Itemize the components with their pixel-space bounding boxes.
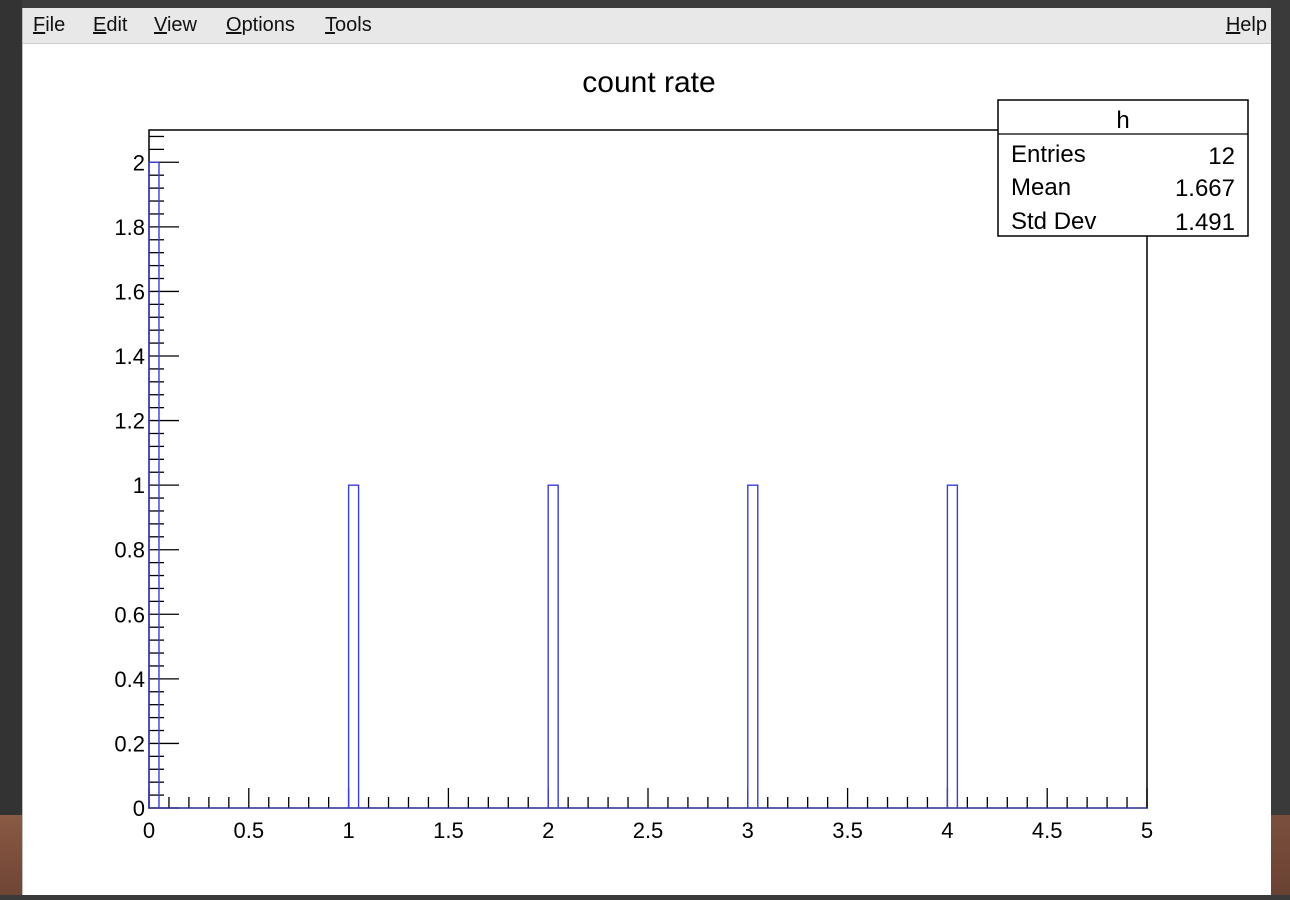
x-tick-label: 3.5 — [832, 818, 863, 843]
histogram-bin — [148, 161, 160, 808]
chart-title: count rate — [582, 66, 715, 99]
menu-tools[interactable]: Tools — [325, 14, 372, 36]
menu-help[interactable]: Help — [1225, 14, 1267, 36]
stats-value-stddev: 1.491 — [1175, 209, 1235, 236]
x-tick-label: 0 — [143, 818, 155, 843]
x-tick-label: 0.5 — [234, 818, 265, 843]
y-tick-label: 2 — [133, 150, 145, 175]
histogram-bin — [347, 484, 360, 808]
menu-bar: File Edit View Options Tools Help — [23, 8, 1271, 44]
x-tick-label: 1 — [342, 818, 354, 843]
y-tick-label: 1 — [133, 473, 145, 498]
plot-axes: 0 0.2 0.4 0.6 0.8 1 1.2 1.4 1.6 1.8 2 0 0.5 1 1.5 2 2.5 3… — [114, 129, 1153, 843]
y-tick-label: 0.2 — [114, 731, 145, 756]
menu-edit[interactable]: Edit — [93, 14, 128, 36]
x-tick-label: 4.5 — [1032, 818, 1063, 843]
menu-options[interactable]: Options — [226, 14, 295, 36]
stats-value-entries: 12 — [1208, 143, 1235, 170]
histogram-bin — [747, 484, 759, 808]
stats-box-name: h — [1116, 107, 1129, 134]
x-tick-label: 2.5 — [633, 818, 664, 843]
stats-box-frame — [997, 99, 1249, 237]
y-tick-label: 0.8 — [114, 538, 145, 563]
root-canvas-window: File Edit View Options Tools Help count … — [22, 8, 1271, 895]
plot-canvas[interactable]: count rate 0 0.2 0.4 0.6 0.8 1 1.2 1.4 1.6 1.8 2 0 0… — [23, 44, 1271, 895]
y-tick-label: 1.6 — [114, 279, 145, 304]
menu-file[interactable]: File — [33, 14, 66, 36]
stats-box[interactable]: h Entries 12 Mean 1.667 Std Dev 1.491 — [997, 99, 1249, 237]
y-tick-label: 1.2 — [114, 409, 145, 434]
histogram-bin — [946, 484, 959, 808]
stats-label-mean: Mean — [1011, 174, 1071, 201]
x-tick-label: 2 — [542, 818, 554, 843]
histogram-bin — [547, 484, 559, 808]
x-tick-label: 4 — [941, 818, 953, 843]
desktop-left-strip — [0, 0, 22, 895]
stats-label-stddev: Std Dev — [1011, 208, 1096, 235]
stats-label-entries: Entries — [1011, 141, 1086, 168]
x-tick-label: 3 — [742, 818, 754, 843]
y-tick-label: 0.6 — [114, 602, 145, 627]
menu-view[interactable]: View — [154, 14, 197, 36]
y-tick-label: 1.4 — [114, 344, 145, 369]
stats-value-mean: 1.667 — [1175, 175, 1235, 202]
y-tick-label: 1.8 — [114, 215, 145, 240]
desktop-right-strip — [1268, 0, 1290, 895]
histogram-bars — [148, 161, 1147, 809]
y-tick-label: 0 — [133, 796, 145, 821]
y-tick-label: 0.4 — [114, 667, 145, 692]
histogram-svg: count rate 00.20.40.60.811.21.41.61.820 0… — [114, 66, 1249, 843]
x-tick-label: 5 — [1141, 818, 1153, 843]
x-tick-label: 1.5 — [433, 818, 464, 843]
